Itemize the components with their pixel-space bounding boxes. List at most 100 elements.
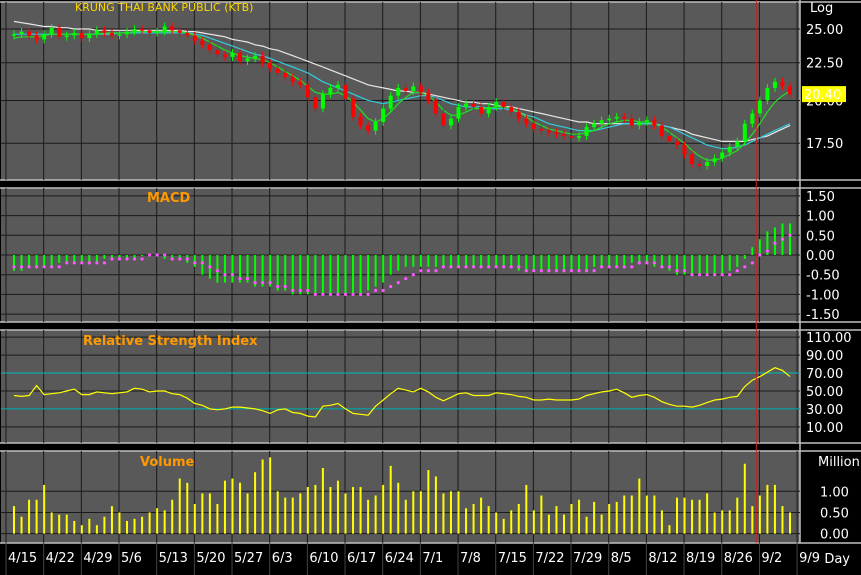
- candle-body: [260, 55, 265, 63]
- macd-signal-dot: [494, 265, 498, 269]
- macd-bar: [223, 255, 226, 283]
- volume-bar: [480, 497, 483, 534]
- candle-body: [253, 55, 258, 59]
- macd-bar: [728, 255, 731, 271]
- macd-signal-dot: [502, 265, 506, 269]
- candle-body: [464, 103, 469, 107]
- x-tick-label: 4/15: [8, 551, 37, 566]
- candle-body: [132, 29, 137, 32]
- candle-body: [720, 152, 725, 159]
- volume-bar: [525, 484, 528, 534]
- candle-body: [682, 145, 687, 155]
- volume-bar: [352, 487, 355, 534]
- candle-body: [79, 32, 84, 39]
- macd-signal-dot: [35, 265, 39, 269]
- volume-bar: [773, 484, 776, 534]
- candle-body: [705, 162, 710, 166]
- macd-signal-dot: [261, 280, 265, 285]
- candle-body: [335, 84, 340, 88]
- volume-bar: [668, 525, 671, 534]
- macd-signal-dot: [456, 265, 461, 269]
- volume-bar: [43, 484, 46, 534]
- macd-signal-dot: [178, 257, 182, 261]
- macd-bar: [404, 255, 407, 267]
- macd-bar: [691, 255, 694, 275]
- x-tick-label: 5/13: [159, 551, 188, 566]
- macd-signal-dot: [682, 269, 687, 273]
- macd-bar: [706, 255, 709, 275]
- macd-signal-dot: [441, 265, 446, 269]
- macd-signal-dot: [283, 284, 287, 289]
- volume-bar: [434, 476, 437, 534]
- candle-body: [245, 58, 250, 62]
- macd-signal-dot: [600, 265, 604, 269]
- rsi-title: Relative Strength Index: [83, 334, 258, 349]
- macd-signal-dot: [276, 284, 280, 289]
- macd-signal-dot: [713, 273, 717, 277]
- candle-body: [757, 100, 762, 114]
- volume-bar: [208, 493, 211, 534]
- macd-signal-dot: [291, 288, 295, 293]
- candle-body: [177, 30, 182, 33]
- macd-bar: [638, 255, 641, 263]
- macd-signal-dot: [148, 253, 152, 257]
- macd-bar: [675, 255, 678, 275]
- macd-tick-label: -0.50: [806, 269, 840, 284]
- macd-signal-dot: [615, 265, 619, 269]
- macd-tick-label: -1.00: [806, 288, 840, 303]
- volume-tick-label: 1.00: [820, 485, 849, 500]
- macd-signal-dot: [487, 265, 491, 269]
- macd-bar: [389, 255, 392, 275]
- macd-bar: [570, 255, 573, 271]
- volume-bar: [427, 470, 430, 534]
- macd-bar: [246, 255, 249, 283]
- macd-bar: [517, 255, 520, 271]
- candle-body: [320, 94, 325, 109]
- macd-signal-dot: [750, 261, 754, 265]
- volume-bar: [13, 506, 15, 534]
- macd-tick-label: 0.50: [806, 229, 835, 244]
- macd-bar: [773, 227, 776, 255]
- volume-bar: [442, 493, 445, 534]
- macd-signal-dot: [381, 288, 385, 293]
- macd-bar: [615, 255, 618, 267]
- candle-body: [34, 35, 39, 40]
- volume-bar: [171, 499, 174, 534]
- candle-body: [712, 158, 717, 163]
- volume-bar: [359, 487, 362, 534]
- macd-tick-label: 0.00: [806, 249, 835, 264]
- candle-body: [313, 97, 318, 109]
- x-tick-label: 8/26: [724, 551, 753, 566]
- candle-body: [433, 100, 438, 114]
- macd-bar: [525, 255, 528, 271]
- macd-bar: [382, 255, 385, 283]
- macd-bar: [495, 255, 498, 267]
- candle-body: [742, 123, 747, 142]
- macd-bar: [359, 255, 362, 295]
- volume-bar: [675, 497, 678, 534]
- macd-bar: [789, 223, 791, 255]
- rsi-line: [13, 367, 791, 418]
- macd-signal-dot: [87, 261, 91, 265]
- price-tick-label: 22.50: [806, 57, 843, 72]
- x-tick-label: 7/1: [422, 551, 443, 566]
- candle-body: [561, 134, 566, 136]
- macd-bar: [193, 255, 196, 267]
- macd-signal-dot: [622, 265, 626, 269]
- volume-bar: [299, 493, 302, 534]
- volume-bar: [88, 518, 91, 534]
- macd-signal-dot: [562, 269, 566, 273]
- macd-signal-dot: [660, 265, 664, 269]
- macd-bar: [80, 255, 83, 263]
- macd-bar: [88, 255, 91, 263]
- volume-bar: [623, 495, 626, 534]
- macd-bar: [254, 255, 257, 287]
- macd-signal-dot: [547, 269, 551, 273]
- macd-bar: [276, 255, 279, 291]
- candle-body: [57, 27, 62, 37]
- macd-bar: [683, 255, 686, 275]
- macd-signal-dot: [306, 288, 310, 293]
- volume-bar: [133, 518, 136, 534]
- volume-bar: [284, 497, 287, 534]
- macd-bar: [698, 255, 701, 275]
